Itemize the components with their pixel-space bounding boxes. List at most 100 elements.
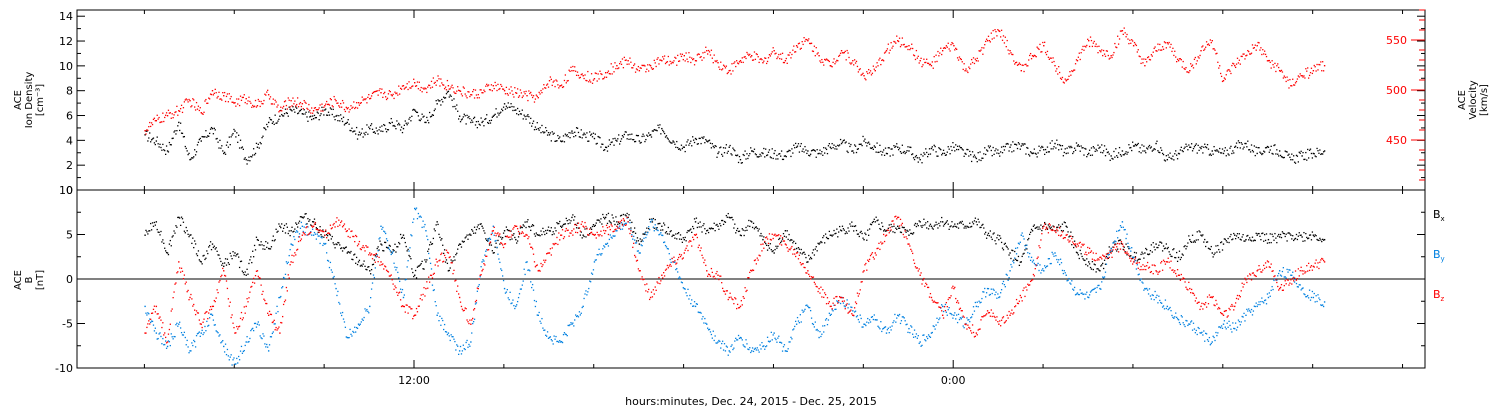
data-point-interp <box>348 123 350 125</box>
data-point-interp <box>1278 155 1280 157</box>
data-point-interp <box>703 57 705 59</box>
data-point-interp <box>1070 145 1072 148</box>
data-point-interp <box>1212 256 1214 258</box>
data-point-interp <box>609 73 611 75</box>
data-point-interp <box>853 144 856 146</box>
data-point-interp <box>409 255 411 258</box>
data-point-interp <box>229 98 231 100</box>
data-point-interp <box>913 329 916 331</box>
data-point-interp <box>891 325 893 327</box>
data-point-interp <box>448 88 450 90</box>
data-point-interp <box>550 140 552 142</box>
data-point-interp <box>973 220 976 222</box>
data-point-interp <box>775 158 777 160</box>
data-point-interp <box>1193 240 1196 242</box>
data-point-interp <box>1280 156 1283 158</box>
data-point-interp <box>239 260 242 263</box>
data-point-interp <box>326 100 328 103</box>
data-point-interp <box>406 250 408 252</box>
data-point-interp <box>1081 255 1083 258</box>
data-point-left <box>908 150 910 152</box>
data-point-interp <box>716 59 718 62</box>
data-point-interp <box>1014 257 1016 259</box>
data-point-interp <box>269 118 272 121</box>
data-point-interp <box>648 134 651 136</box>
data-point-interp <box>529 92 531 95</box>
data-point-interp <box>531 283 534 286</box>
data-point-interp <box>904 320 906 322</box>
data-point-interp <box>1079 289 1081 291</box>
data-point-y <box>324 243 326 245</box>
data-point-x <box>751 221 753 223</box>
data-point-interp <box>853 59 856 61</box>
data-point-interp <box>853 230 855 232</box>
data-point-interp <box>220 147 222 149</box>
data-point-interp <box>890 42 892 44</box>
data-point-interp <box>286 262 288 265</box>
data-point-interp <box>1044 266 1047 269</box>
data-point-interp <box>480 223 482 225</box>
data-point-interp <box>273 123 275 126</box>
data-point-interp <box>1057 226 1059 228</box>
data-point-interp <box>800 47 802 49</box>
data-point-interp <box>401 236 404 238</box>
data-point-interp <box>581 237 583 239</box>
data-point-interp <box>879 144 881 147</box>
data-point-interp <box>1102 54 1104 57</box>
data-point-interp <box>838 144 841 146</box>
data-point-interp <box>1112 246 1114 248</box>
data-point-interp <box>397 124 399 126</box>
data-point-interp <box>1175 251 1178 254</box>
data-point-interp <box>865 141 867 144</box>
data-point-interp <box>871 72 874 74</box>
data-point-y <box>402 296 405 299</box>
data-point-interp <box>843 51 845 54</box>
data-point-interp <box>854 62 857 64</box>
data-point-interp <box>955 144 957 146</box>
data-point-interp <box>882 149 885 151</box>
data-point-interp <box>726 152 728 154</box>
data-point-interp <box>191 105 193 107</box>
data-point-interp <box>800 248 802 251</box>
data-point-interp <box>197 105 200 107</box>
data-point-interp <box>836 148 838 150</box>
data-point-interp <box>343 321 346 323</box>
data-point-interp <box>921 226 923 228</box>
data-point-interp <box>864 323 866 326</box>
data-point-interp <box>1137 258 1139 261</box>
data-point-y <box>728 350 730 352</box>
data-point-interp <box>1156 50 1158 52</box>
data-point-interp <box>1236 146 1239 149</box>
data-point-y <box>279 296 281 299</box>
data-point-interp <box>620 138 623 140</box>
data-point-interp <box>340 114 342 116</box>
data-point-interp <box>412 221 414 224</box>
data-point-interp <box>174 130 176 132</box>
data-point-left <box>964 152 966 155</box>
data-point-interp <box>252 154 254 156</box>
data-point-interp <box>417 88 420 90</box>
data-point-interp <box>710 333 713 336</box>
data-point-interp <box>531 122 534 125</box>
data-point-interp <box>873 314 875 316</box>
data-point-y <box>571 323 573 325</box>
data-point-interp <box>1108 253 1110 256</box>
data-point-interp <box>826 323 829 326</box>
data-point-left <box>548 134 551 136</box>
data-point-interp <box>1224 238 1226 240</box>
data-point-interp <box>257 321 259 323</box>
data-point-left <box>762 152 764 155</box>
data-point-interp <box>992 233 994 235</box>
data-point-interp <box>757 230 759 232</box>
data-point-interp <box>1294 162 1297 164</box>
data-point-interp <box>875 66 877 68</box>
data-point-interp <box>209 93 212 95</box>
data-point-interp <box>1234 66 1237 69</box>
data-point-y <box>638 252 641 254</box>
data-point-interp <box>1015 253 1018 255</box>
data-point-interp <box>452 105 454 108</box>
data-point-interp <box>1051 251 1053 254</box>
data-point-interp <box>276 106 278 108</box>
data-point-interp <box>1056 258 1058 261</box>
data-point-interp <box>169 239 171 242</box>
